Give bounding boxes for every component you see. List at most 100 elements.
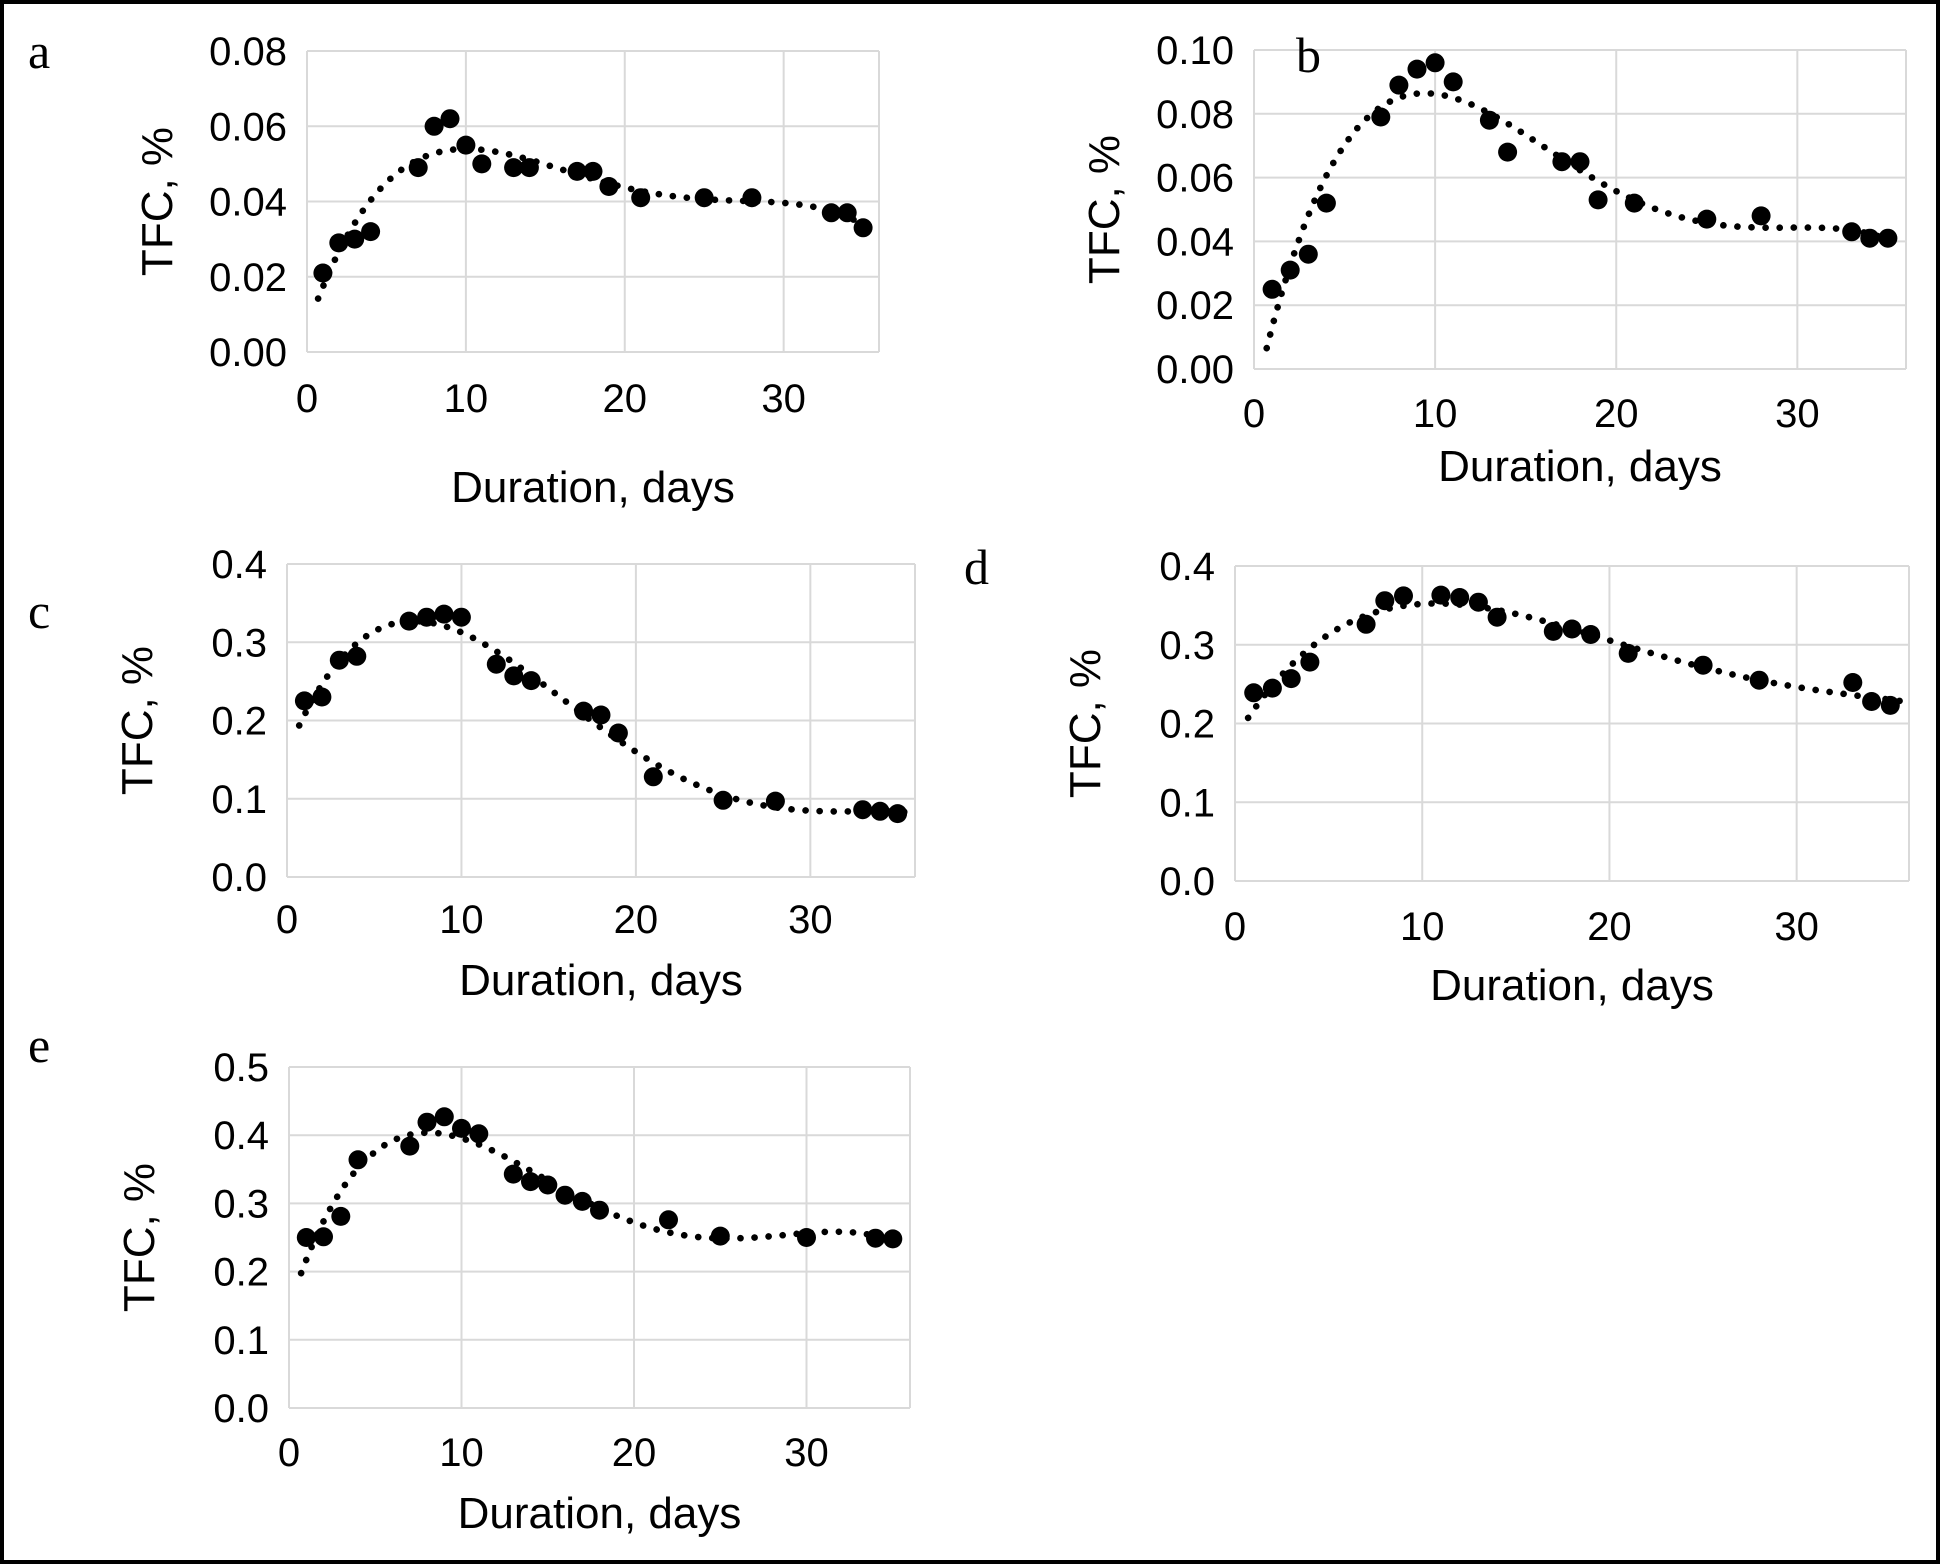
- data-point: [1389, 75, 1409, 95]
- y-axis-title: TFC, %: [133, 127, 182, 276]
- gridlines: [1253, 49, 1907, 370]
- y-tick-label: 0.2: [1159, 703, 1215, 747]
- data-point: [1697, 209, 1717, 229]
- panel-letter-a: a: [28, 23, 50, 79]
- data-point: [1300, 652, 1320, 672]
- data-point: [643, 767, 663, 787]
- data-point: [599, 177, 619, 196]
- data-point: [503, 1164, 523, 1184]
- data-point: [1570, 152, 1590, 172]
- panel-letter-b: b: [1296, 27, 1321, 83]
- x-tick-label: 30: [788, 898, 833, 942]
- data-point: [1618, 643, 1638, 663]
- data-point: [1468, 592, 1488, 612]
- y-axis-title: TFC, %: [1061, 649, 1110, 798]
- data-point: [452, 1118, 471, 1138]
- data-points: [313, 109, 873, 283]
- data-point: [348, 1150, 368, 1170]
- data-point: [504, 158, 524, 178]
- x-tick-label: 30: [1775, 392, 1820, 436]
- panel-letter-c: c: [28, 583, 50, 639]
- y-tick-label: 0.06: [209, 105, 287, 149]
- data-point: [659, 1210, 678, 1230]
- panel-letter-d: d: [964, 539, 989, 595]
- panel-a: 0.00 0.02 0.04 0.06 0.08 0 10 20 30 Duration, day…: [28, 23, 880, 512]
- x-axis-title: Duration, days: [1438, 442, 1722, 491]
- y-tick-label: 0.0: [213, 1387, 269, 1431]
- data-point: [294, 691, 314, 711]
- data-point: [713, 790, 733, 810]
- data-point: [866, 1228, 885, 1248]
- data-point: [608, 723, 628, 743]
- data-points: [294, 604, 908, 824]
- x-axis-title: Duration, days: [459, 956, 743, 1005]
- data-point: [1552, 152, 1572, 172]
- data-point: [469, 1124, 489, 1144]
- gridlines: [288, 1066, 911, 1409]
- y-tick-label: 0.3: [1159, 624, 1215, 668]
- data-point: [456, 135, 476, 155]
- y-tick-label: 0.04: [1156, 220, 1234, 264]
- data-point: [1425, 53, 1445, 73]
- data-point: [710, 1226, 730, 1246]
- x-tick-label: 30: [784, 1431, 829, 1475]
- data-point: [331, 1206, 351, 1226]
- y-tick-label: 0.0: [1159, 860, 1215, 904]
- data-point: [567, 161, 587, 181]
- data-point: [1624, 193, 1644, 213]
- data-point: [1860, 228, 1880, 248]
- panel-c: 0.0 0.1 0.2 0.3 0.4 0 10 20 30 Duration, days TFC,…: [28, 543, 916, 1005]
- data-point: [434, 604, 454, 624]
- x-tick-label: 0: [1243, 392, 1265, 436]
- data-point: [1878, 228, 1898, 248]
- data-point: [347, 646, 367, 666]
- y-tick-label: 0.06: [1156, 157, 1234, 201]
- data-point: [1479, 110, 1499, 130]
- data-point: [853, 800, 873, 820]
- x-tick-label: 20: [612, 1431, 657, 1475]
- y-tick-label: 0.10: [1156, 29, 1234, 73]
- x-tick-label: 20: [1594, 392, 1639, 436]
- data-point: [1262, 678, 1282, 698]
- trendline: [295, 617, 914, 816]
- x-tick-label: 20: [614, 898, 659, 942]
- y-tick-label: 0.4: [213, 1114, 269, 1158]
- data-point: [1842, 222, 1862, 242]
- y-tick-label: 0.00: [209, 331, 287, 375]
- data-point: [312, 687, 332, 707]
- panel-letter-e: e: [28, 1017, 50, 1073]
- data-point: [1280, 260, 1300, 280]
- y-axis-title: TFC, %: [113, 646, 162, 795]
- data-point: [1394, 586, 1413, 606]
- y-tick-label: 0.2: [211, 700, 267, 744]
- data-point: [1751, 206, 1771, 226]
- y-tick-label: 0.2: [213, 1251, 269, 1295]
- y-tick-label: 0.1: [211, 778, 267, 822]
- data-point: [1450, 588, 1470, 607]
- x-axis-title: Duration, days: [451, 463, 735, 512]
- data-point: [1316, 193, 1336, 213]
- data-point: [1543, 621, 1563, 641]
- data-point: [361, 222, 381, 242]
- data-point: [314, 1227, 333, 1247]
- y-axis-title: TFC, %: [1080, 135, 1129, 284]
- data-point: [1862, 692, 1882, 711]
- data-point: [1498, 142, 1518, 162]
- data-point: [1880, 695, 1900, 715]
- x-axis-title: Duration, days: [1430, 961, 1714, 1010]
- data-point: [883, 1229, 903, 1249]
- data-point: [538, 1175, 558, 1195]
- data-point: [583, 161, 603, 181]
- x-tick-label: 20: [603, 377, 648, 421]
- data-point: [888, 804, 908, 824]
- y-tick-label: 0.02: [1156, 284, 1234, 328]
- data-point: [329, 650, 349, 670]
- data-point: [1588, 190, 1608, 210]
- y-tick-label: 0.4: [1159, 545, 1215, 589]
- data-point: [417, 1112, 437, 1132]
- y-tick-label: 0.08: [209, 30, 287, 74]
- data-point: [1356, 614, 1376, 634]
- data-point: [1281, 669, 1301, 689]
- x-tick-label: 30: [1774, 905, 1819, 949]
